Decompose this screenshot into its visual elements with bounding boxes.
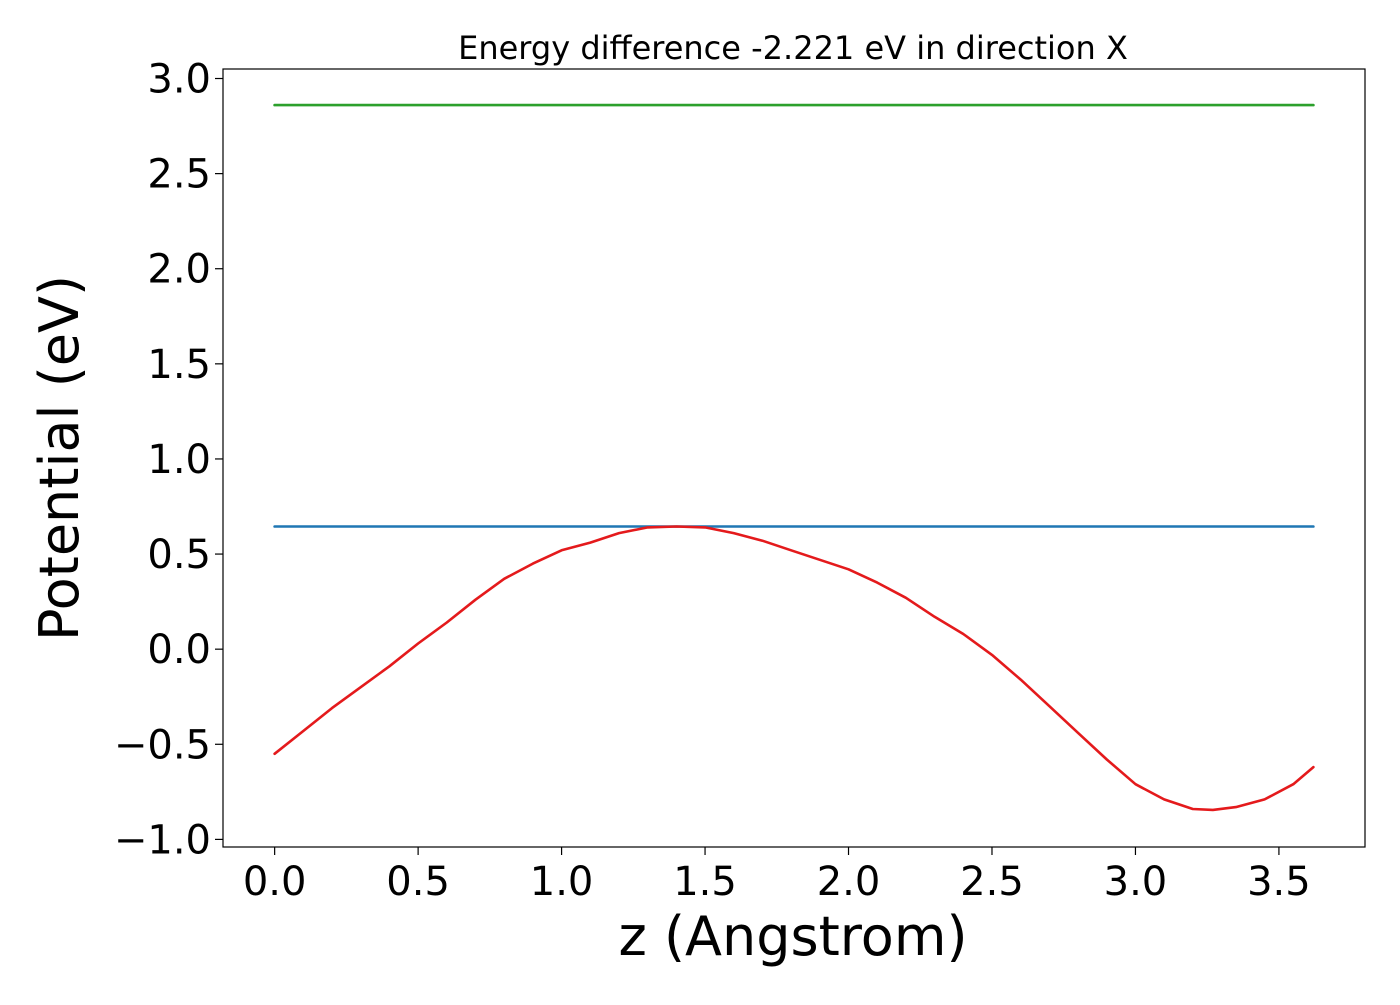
plot-frame [222, 68, 1366, 848]
y-tick-label: 1.5 [147, 342, 211, 388]
x-tick-label: 1.5 [673, 859, 737, 905]
y-tick-label: 0.0 [147, 627, 211, 673]
x-tick-label: 3.0 [1104, 859, 1168, 905]
series-line-3 [273, 525, 1315, 812]
plot-area [273, 103, 1315, 812]
x-tick-label: 1.0 [530, 859, 594, 905]
y-tick-label: 3.0 [147, 57, 211, 103]
y-tick-label: −0.5 [114, 722, 211, 768]
y-axis-label: Potential (eV) [28, 275, 91, 641]
y-tick-label: 0.5 [147, 532, 211, 578]
x-axis-label: z (Angstrom) [618, 905, 967, 968]
x-tick-label: 0.0 [243, 859, 307, 905]
x-tick-label: 2.5 [960, 859, 1024, 905]
x-tick-label: 2.0 [817, 859, 881, 905]
y-tick-label: 2.0 [147, 247, 211, 293]
y-axis: −1.0 −0.5 0.0 0.5 1.0 1.5 2.0 2.5 3.0 [114, 57, 223, 863]
x-axis: 0.0 0.5 1.0 1.5 2.0 2.5 3.0 3.5 [243, 847, 1311, 905]
y-tick-label: −1.0 [114, 817, 211, 863]
y-tick-label: 1.0 [147, 437, 211, 483]
chart-title: Energy difference -2.221 eV in direction… [458, 29, 1128, 67]
x-tick-label: 3.5 [1247, 859, 1311, 905]
y-tick-label: 2.5 [147, 152, 211, 198]
x-tick-label: 0.5 [386, 859, 450, 905]
